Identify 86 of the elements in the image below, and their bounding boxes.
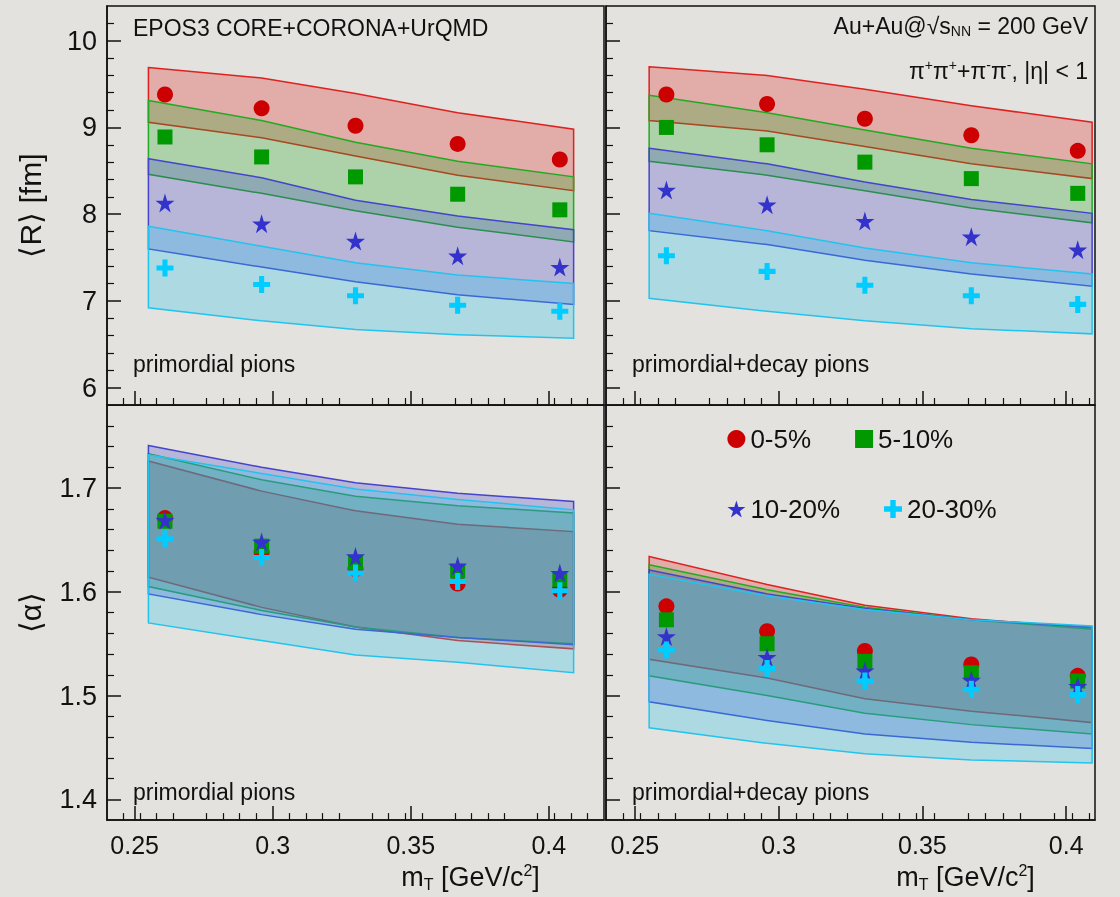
point [856,110,873,127]
annotation: primordial pions [133,350,296,377]
point [1069,686,1087,704]
y-tick-label: 9 [81,112,97,143]
point [449,135,466,152]
point [856,276,874,294]
point [1069,295,1087,313]
annotation: Au+Au@√sNN = 200 GeV [833,12,1089,39]
point [252,214,272,234]
y-tick-label: 10 [66,25,97,56]
annotation: primordial+decay pions [632,350,870,377]
legend-label: 20-30% [907,494,997,524]
point [656,626,676,646]
x-tick-label: 0.35 [898,830,947,859]
point [657,641,675,659]
point [757,195,777,215]
x-tick-label: 0.3 [761,830,796,859]
point [759,137,775,153]
point [155,193,175,213]
point [157,86,173,103]
point [347,564,364,582]
x-tick-label: 0.25 [610,830,660,859]
point [658,612,674,628]
point [758,660,776,678]
legend-label: 0-5% [750,424,812,454]
point [253,549,271,567]
point [759,96,776,113]
point [1068,240,1088,260]
legend-label: 10-20% [750,494,841,524]
annotation: primordial+decay pions [632,778,870,805]
point [551,151,568,168]
point [347,117,364,134]
y-tick-label: 1.7 [59,473,97,504]
point [157,129,173,145]
point [254,149,270,165]
point [656,180,676,200]
point [963,171,979,187]
point [658,86,675,103]
point [857,154,873,170]
x-tick-label: 0.35 [386,830,436,859]
point [450,186,466,202]
point [962,680,980,698]
y-tick-label: 7 [81,285,97,316]
point [1069,142,1086,159]
annotation: EPOS3 CORE+CORONA+UrQMD [133,14,489,41]
point [348,169,363,185]
point [759,636,775,652]
point [963,127,980,144]
point [855,211,875,231]
text: π+π++π-π-, |η| < 1 [908,57,1089,84]
legend-label: 5-10% [878,424,954,454]
point [156,530,174,548]
y-tick-label: 8 [81,199,97,230]
point [252,532,272,552]
point [758,262,776,280]
x-tick-label: 0.3 [255,830,291,859]
point [962,287,980,305]
point [552,202,568,218]
point [347,287,364,305]
point [961,227,981,247]
point [346,547,365,567]
y-tick-label: 1.6 [59,576,97,607]
point [156,259,174,277]
annotation: primordial pions [133,778,296,805]
point [657,247,675,265]
y-axis-title: ⟨R⟩ [fm] [13,153,47,258]
point [856,672,874,690]
x-tick-label: 0.25 [110,830,159,859]
y-tick-label: 1.4 [59,784,97,815]
point [550,563,570,583]
point [1070,185,1086,201]
point [658,598,675,615]
point [346,231,365,251]
point [449,296,467,314]
point [448,556,468,576]
point [658,119,674,135]
point [551,302,569,320]
x-tick-label: 0.4 [1048,830,1084,859]
x-tick-label: 0.4 [531,830,567,859]
y-tick-label: 6 [81,372,97,403]
point [448,246,468,266]
point [550,257,570,277]
point [253,100,270,117]
point [253,275,271,293]
y-tick-label: 1.5 [59,680,97,711]
y-axis-title: ⟨α⟩ [13,591,47,634]
